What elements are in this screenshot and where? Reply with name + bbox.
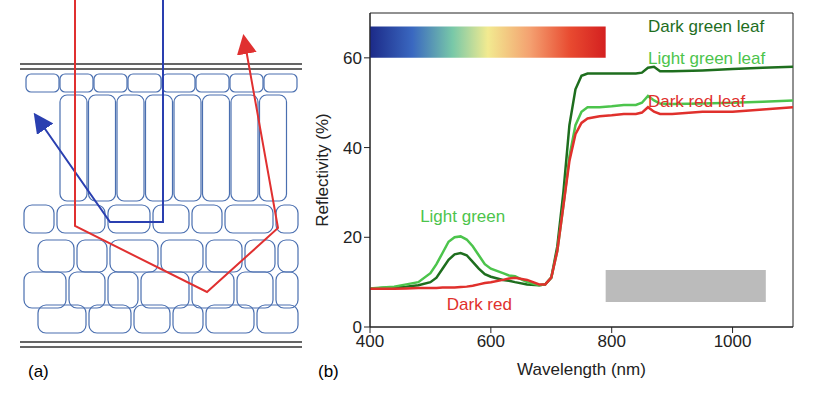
svg-text:Reflectivity (%): Reflectivity (%) <box>313 113 332 226</box>
svg-text:Dark red leaf: Dark red leaf <box>648 92 746 111</box>
svg-text:Dark green leaf: Dark green leaf <box>648 17 765 36</box>
svg-text:60: 60 <box>343 49 362 68</box>
svg-text:Wavelength (nm): Wavelength (nm) <box>517 360 646 379</box>
svg-text:20: 20 <box>343 228 362 247</box>
html-text:(a): (a) <box>28 362 49 381</box>
svg-text:800: 800 <box>598 332 626 351</box>
svg-text:600: 600 <box>477 332 505 351</box>
svg-text:1000: 1000 <box>714 332 752 351</box>
html-text:(b): (b) <box>318 362 339 381</box>
svg-text:400: 400 <box>355 332 385 352</box>
svg-text:0: 0 <box>353 318 362 337</box>
svg-text:40: 40 <box>343 139 362 158</box>
svg-text:Light green leaf: Light green leaf <box>648 49 765 68</box>
svg-text:Dark red: Dark red <box>447 295 512 314</box>
svg-text:Light green: Light green <box>420 207 505 226</box>
